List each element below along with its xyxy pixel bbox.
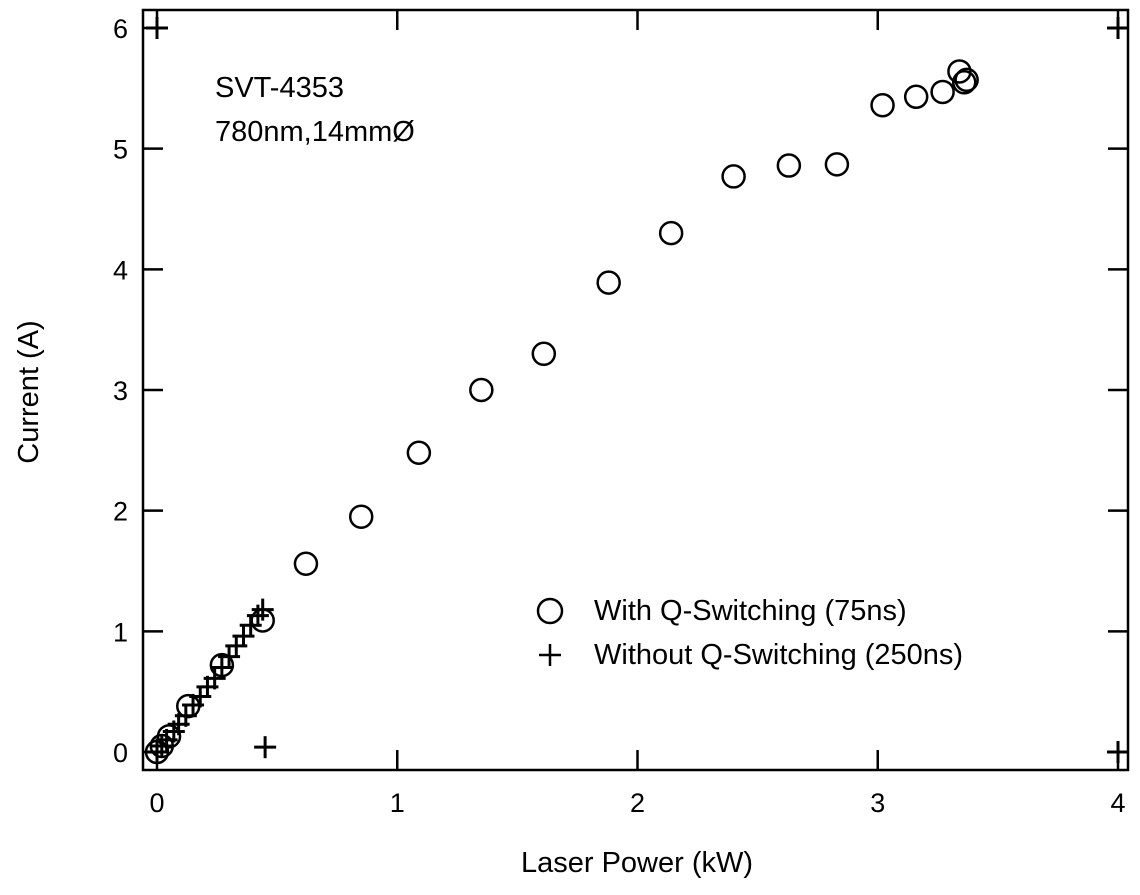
y-tick-label: 0: [113, 738, 128, 768]
data-point-plus: [1107, 741, 1129, 763]
x-tick-label: 3: [870, 788, 885, 818]
data-point-circle: [293, 551, 319, 577]
x-tick-label: 0: [149, 788, 164, 818]
y-tick-label: 6: [113, 14, 128, 44]
y-axis-label: Current (A): [13, 320, 45, 463]
y-tick-label: 1: [113, 617, 128, 647]
annotation-spec: 780nm,14mmØ: [215, 116, 415, 148]
data-point-circle: [870, 92, 895, 118]
legend-marker-circle: [536, 597, 564, 625]
data-point-circle: [903, 84, 929, 110]
data-point-circle: [348, 504, 374, 529]
x-tick-label: 2: [630, 788, 645, 818]
data-point-circle: [531, 341, 557, 367]
data-point-circle: [596, 270, 621, 295]
data-point-plus: [254, 736, 277, 759]
annotation-model: SVT-4353: [215, 72, 344, 104]
y-tick-label: 3: [113, 376, 128, 406]
x-tick-labels: 0 1 2 3 4: [149, 788, 1125, 818]
y-tick-label: 4: [113, 255, 128, 285]
data-point-circle: [954, 67, 979, 93]
x-tick-label: 1: [390, 788, 405, 818]
data-point-circle: [951, 70, 977, 95]
legend-label-with-q-switching: With Q-Switching (75ns): [594, 595, 907, 627]
x-axis-label: Laser Power (kW): [521, 847, 753, 879]
data-point-circle: [721, 164, 746, 189]
series-without-q-switching: [146, 17, 1129, 763]
legend: With Q-Switching (75ns) Without Q-Switch…: [536, 595, 963, 671]
data-point-plus: [251, 598, 274, 621]
data-point-circle: [469, 377, 494, 403]
legend-label-without-q-switching: Without Q-Switching (250ns): [594, 639, 963, 671]
data-point-circle: [824, 152, 850, 177]
y-tick-label: 5: [113, 135, 128, 165]
data-point-circle: [947, 59, 972, 84]
data-point-plus: [1107, 17, 1129, 39]
data-point-circle: [776, 153, 802, 178]
y-tick-label: 2: [113, 497, 128, 527]
data-point-circle: [406, 440, 432, 465]
y-tick-labels: 0 1 2 3 4 5 6: [113, 14, 128, 768]
x-tick-label: 4: [1110, 788, 1125, 818]
data-point-circle: [658, 220, 684, 246]
data-point-plus: [146, 17, 168, 39]
data-point-circle: [930, 79, 955, 105]
legend-marker-plus: [539, 644, 561, 666]
